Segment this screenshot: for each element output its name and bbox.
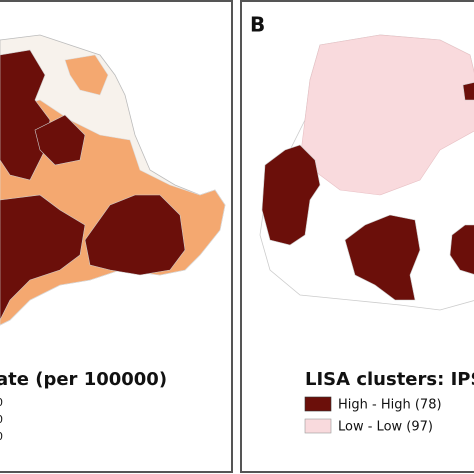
legend-label: 0 — [0, 413, 3, 426]
map-cluster — [261, 144, 321, 246]
legend-label: Low - Low (97) — [338, 420, 433, 435]
legend-label: 0 — [0, 396, 3, 409]
map-cluster — [0, 194, 86, 321]
legend-label: High - High (78) — [338, 398, 442, 413]
map-region — [64, 54, 109, 96]
map-cluster — [344, 214, 421, 301]
map-region — [299, 34, 474, 196]
map-cluster — [84, 194, 186, 276]
legend-swatch — [304, 418, 332, 434]
map-cluster — [449, 224, 474, 275]
panel-label: B — [250, 13, 265, 37]
map-title: ate (per 100000) — [0, 369, 167, 390]
panel-a: ate (per 100000) 0 0 0 — [0, 0, 233, 473]
legend-label: 0 — [0, 430, 3, 443]
panel-b: B LISA clusters: IPS High - High (78) Lo… — [240, 0, 474, 473]
legend-swatch — [304, 396, 332, 412]
map-cluster — [34, 114, 86, 166]
map-title: LISA clusters: IPS — [305, 369, 474, 390]
map-cluster — [462, 82, 474, 101]
